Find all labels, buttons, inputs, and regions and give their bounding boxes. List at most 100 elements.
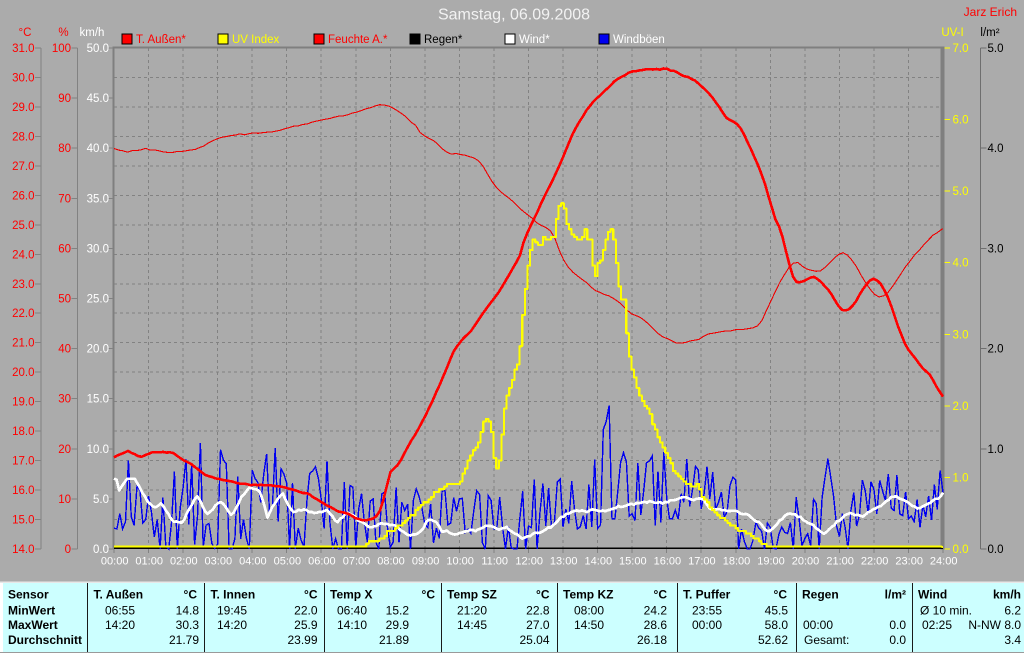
svg-text:25.9: 25.9 [294, 618, 318, 632]
svg-text:35.0: 35.0 [87, 193, 109, 205]
svg-text:25.0: 25.0 [12, 220, 34, 232]
svg-text:Temp KZ: Temp KZ [563, 588, 613, 602]
svg-text:°C: °C [654, 588, 668, 602]
svg-text:km/h: km/h [993, 588, 1021, 602]
svg-text:21.0: 21.0 [12, 338, 34, 350]
svg-text:23.0: 23.0 [12, 279, 34, 291]
svg-text:3.0: 3.0 [988, 243, 1004, 255]
svg-text:14:45: 14:45 [457, 618, 487, 632]
svg-text:7.0: 7.0 [953, 43, 969, 55]
svg-text:00:00: 00:00 [692, 618, 722, 632]
svg-text:27.0: 27.0 [12, 161, 34, 173]
svg-text:10.0: 10.0 [87, 444, 109, 456]
svg-text:°C: °C [422, 588, 436, 602]
svg-text:13:00: 13:00 [550, 556, 578, 568]
svg-text:T. Außen*: T. Außen* [136, 34, 186, 46]
svg-text:1.0: 1.0 [953, 472, 969, 484]
svg-text:70: 70 [58, 193, 71, 205]
svg-text:20.0: 20.0 [12, 367, 34, 379]
svg-text:30: 30 [58, 394, 71, 406]
svg-text:0.0: 0.0 [889, 633, 906, 647]
svg-text:02:25: 02:25 [922, 618, 952, 632]
svg-text:07:00: 07:00 [343, 556, 371, 568]
svg-text:Wind: Wind [918, 588, 947, 602]
svg-text:06:40: 06:40 [337, 604, 367, 618]
svg-text:Samstag, 06.09.2008: Samstag, 06.09.2008 [438, 7, 590, 24]
svg-text:90: 90 [58, 93, 71, 105]
svg-text:Feuchte A.*: Feuchte A.* [328, 34, 388, 46]
svg-text:11:00: 11:00 [481, 556, 508, 568]
svg-text:60: 60 [58, 243, 71, 255]
svg-text:Sensor: Sensor [8, 588, 49, 602]
svg-text:22:00: 22:00 [861, 556, 889, 568]
svg-text:0.0: 0.0 [953, 544, 969, 556]
svg-text:°C: °C [184, 588, 198, 602]
svg-text:3.0: 3.0 [953, 329, 969, 341]
svg-text:3.4: 3.4 [1004, 633, 1021, 647]
svg-text:21.79: 21.79 [169, 633, 199, 647]
svg-text:°C: °C [19, 27, 32, 39]
svg-text:45.0: 45.0 [87, 93, 109, 105]
svg-text:Regen*: Regen* [424, 34, 463, 46]
svg-text:22.8: 22.8 [526, 604, 550, 618]
svg-text:l/m²: l/m² [980, 27, 999, 39]
svg-text:24.0: 24.0 [12, 249, 34, 261]
svg-text:Jarz Erich: Jarz Erich [964, 5, 1017, 19]
svg-text:Durchschnitt: Durchschnitt [8, 633, 82, 647]
svg-text:14.0: 14.0 [12, 544, 34, 556]
svg-text:15.2: 15.2 [386, 604, 410, 618]
svg-text:25.04: 25.04 [519, 633, 549, 647]
svg-text:16.0: 16.0 [12, 485, 34, 497]
svg-text:14.8: 14.8 [176, 604, 200, 618]
svg-text:0.0: 0.0 [988, 544, 1004, 556]
svg-text:20: 20 [58, 444, 71, 456]
svg-text:°C: °C [304, 588, 318, 602]
svg-text:00:00: 00:00 [803, 618, 833, 632]
svg-text:Ø 10 min.: Ø 10 min. [920, 604, 972, 618]
svg-text:T. Außen: T. Außen [94, 588, 144, 602]
svg-text:50: 50 [58, 294, 71, 306]
svg-text:20.0: 20.0 [87, 344, 109, 356]
svg-text:1.0: 1.0 [988, 444, 1004, 456]
svg-text:2.0: 2.0 [953, 401, 969, 413]
svg-text:40: 40 [58, 344, 71, 356]
svg-text:19:45: 19:45 [217, 604, 247, 618]
svg-text:02:00: 02:00 [170, 556, 198, 568]
svg-text:100: 100 [52, 43, 71, 55]
svg-text:MinWert: MinWert [8, 604, 55, 618]
svg-text:30.3: 30.3 [176, 618, 200, 632]
svg-text:17:00: 17:00 [688, 556, 716, 568]
svg-text:29.9: 29.9 [386, 618, 410, 632]
svg-text:18:00: 18:00 [723, 556, 751, 568]
svg-text:40.0: 40.0 [87, 143, 109, 155]
svg-text:29.0: 29.0 [12, 102, 34, 114]
svg-text:Temp SZ: Temp SZ [447, 588, 497, 602]
svg-text:14:20: 14:20 [217, 618, 247, 632]
svg-text:01:00: 01:00 [135, 556, 163, 568]
svg-text:31.0: 31.0 [12, 43, 34, 55]
svg-text:80: 80 [58, 143, 71, 155]
svg-text:6.2: 6.2 [1004, 604, 1021, 618]
svg-text:03:00: 03:00 [205, 556, 233, 568]
svg-text:18.0: 18.0 [12, 426, 34, 438]
svg-text:23:55: 23:55 [692, 604, 722, 618]
svg-text:21:00: 21:00 [826, 556, 854, 568]
svg-text:°C: °C [774, 588, 788, 602]
svg-text:°C: °C [536, 588, 550, 602]
svg-text:14:00: 14:00 [585, 556, 613, 568]
svg-text:30.0: 30.0 [12, 73, 34, 85]
svg-text:23:00: 23:00 [895, 556, 923, 568]
svg-text:23.99: 23.99 [287, 633, 317, 647]
svg-text:10:00: 10:00 [446, 556, 474, 568]
svg-text:0: 0 [65, 544, 71, 556]
svg-text:22.0: 22.0 [12, 308, 34, 320]
svg-text:Regen: Regen [802, 588, 839, 602]
svg-text:12:00: 12:00 [515, 556, 543, 568]
svg-text:16:00: 16:00 [654, 556, 682, 568]
svg-text:20:00: 20:00 [792, 556, 820, 568]
svg-text:4.0: 4.0 [953, 258, 969, 270]
svg-text:15.0: 15.0 [12, 515, 34, 527]
svg-text:N-NW 8.0: N-NW 8.0 [968, 618, 1021, 632]
svg-text:4.0: 4.0 [988, 143, 1004, 155]
svg-text:T. Puffer: T. Puffer [683, 588, 731, 602]
